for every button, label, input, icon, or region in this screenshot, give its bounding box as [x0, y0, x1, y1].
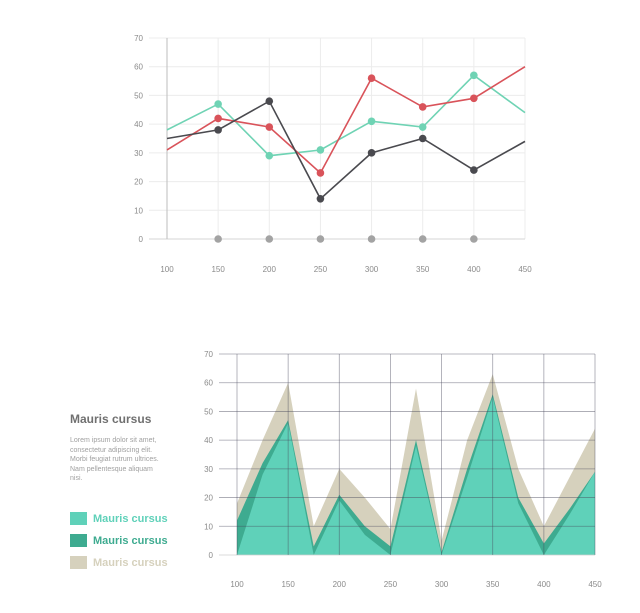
line-chart-ytick-3: 20 [134, 178, 143, 187]
legend-label-2: Mauris cursus [93, 534, 168, 547]
line-series-1-point-2 [214, 100, 222, 108]
line-series-1-point-6 [418, 123, 427, 131]
area-chart-xtick-4: 250 [384, 580, 398, 589]
line-series-1-point-7 [470, 71, 478, 80]
line-chart-xtick-7: 400 [467, 265, 481, 274]
area-series-3 [237, 397, 595, 555]
area-chart-ytick-2: 10 [204, 522, 213, 531]
line-chart-xtick-5: 300 [365, 265, 379, 274]
line-series-1 [166, 74, 526, 157]
legend-label-1: Mauris cursus [93, 512, 168, 525]
line-chart: 100 150 200 250 300 350 400 450 0 10 20 30 40 50 60 70 [134, 34, 532, 274]
line-chart-xtick-6: 350 [416, 265, 430, 274]
line-series-4-point-4 [367, 235, 376, 243]
area-chart-xtick-5: 300 [435, 580, 449, 589]
area-chart-xtick-8: 450 [588, 580, 602, 589]
legend-item-1: Mauris cursus [70, 508, 190, 530]
legend-text-line-4: Nam pellentesque aliquam [70, 465, 153, 473]
line-chart-ytick-8: 70 [134, 34, 143, 43]
legend-swatch-3 [70, 556, 87, 569]
line-series-2-point-2 [214, 114, 222, 123]
area-chart-xtick-3: 200 [333, 580, 347, 589]
line-chart-ytick-6: 50 [134, 91, 143, 100]
line-series-3-point-7 [470, 166, 478, 174]
area-chart-ytick-5: 40 [204, 436, 213, 445]
legend-items: Mauris cursus Mauris cursus Mauris cursu… [70, 508, 190, 574]
legend-swatch-2 [70, 534, 87, 547]
line-chart-ytick-2: 10 [134, 206, 143, 215]
area-chart-xtick-6: 350 [486, 580, 500, 589]
line-series-1-point-3 [265, 151, 274, 160]
legend-swatch-1 [70, 512, 87, 525]
area-chart-ytick-4: 30 [204, 465, 213, 474]
line-series-4-point-2 [265, 235, 274, 243]
area-chart-xtick-7: 400 [537, 580, 551, 589]
line-chart-ytick-5: 40 [134, 120, 143, 129]
line-series-4-point-5 [418, 235, 427, 243]
legend-panel: Mauris cursus Lorem ipsum dolor sit amet… [70, 412, 190, 574]
line-series-2-point-3 [265, 123, 274, 131]
line-chart-xtick-8: 450 [518, 265, 532, 274]
line-series-3-point-3 [265, 97, 274, 105]
line-series-3-point-2 [214, 126, 222, 134]
area-chart-ytick-6: 50 [204, 407, 213, 416]
line-chart-ytick-1: 0 [139, 235, 144, 244]
line-chart-xtick-2: 150 [211, 265, 225, 274]
line-series-3-point-5 [367, 149, 376, 157]
legend-item-3: Mauris cursus [70, 552, 190, 574]
line-chart-xtick-1: 100 [160, 265, 174, 274]
area-chart-ytick-8: 70 [204, 350, 213, 359]
line-series-2-point-5 [367, 74, 376, 82]
line-series-3-point-4 [316, 195, 325, 203]
legend-text-line-1: Lorem ipsum dolor sit amet, [70, 437, 157, 444]
line-series-3-point-6 [418, 134, 427, 143]
area-chart: 0 10 20 30 40 50 60 70 100 150 200 250 300 350 400 450 [204, 350, 602, 589]
legend-item-2: Mauris cursus [70, 530, 190, 552]
legend-label-3: Mauris cursus [93, 556, 168, 569]
area-chart-ytick-3: 20 [204, 494, 213, 503]
area-chart-ytick-7: 60 [204, 379, 213, 388]
legend-title: Mauris cursus [70, 412, 152, 426]
line-chart-ytick-7: 60 [134, 63, 143, 72]
line-chart-xtick-4: 250 [314, 265, 328, 274]
area-chart-xtick-2: 150 [281, 580, 295, 589]
legend-text-line-2: consectetur adipiscing elit. [70, 446, 153, 454]
line-chart-xtick-3: 200 [263, 265, 277, 274]
area-chart-ytick-1: 0 [209, 551, 214, 560]
line-chart-ytick-4: 30 [134, 149, 143, 158]
line-series-3 [166, 100, 526, 201]
line-series-4-point-6 [470, 235, 478, 243]
line-series-1-point-5 [367, 117, 376, 126]
legend-text-line-3: Morbi feugiat rutrum ultrices. [70, 456, 159, 463]
area-chart-xtick-1: 100 [230, 580, 244, 589]
line-series-2-point-6 [418, 103, 427, 111]
line-series-1-point-4 [316, 146, 325, 154]
legend-text-line-5: nisi. [70, 475, 83, 482]
line-series-4-point-1 [214, 235, 222, 243]
line-series-2-point-4 [316, 169, 325, 177]
line-series-2 [166, 66, 526, 175]
line-series-4-point-3 [316, 235, 325, 243]
line-series-2-point-7 [470, 94, 478, 103]
